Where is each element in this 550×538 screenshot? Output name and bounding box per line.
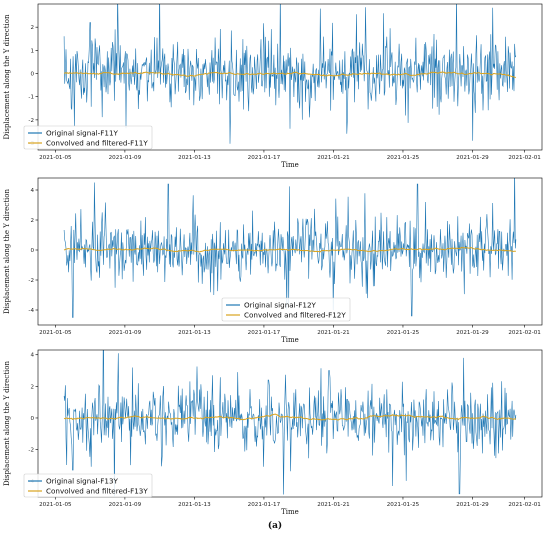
plot-frame <box>37 349 543 498</box>
y-tick-label: 2 <box>30 384 34 390</box>
x-tick-label: 2021-01-09 <box>109 155 142 161</box>
x-tick-label: 2021-01-13 <box>178 155 211 161</box>
x-tick-label: 2021-01-05 <box>39 330 72 336</box>
legend-entry: Convolved and filtered-F13Y <box>46 487 148 496</box>
series-line-1 <box>63 350 517 497</box>
legend-box <box>23 125 153 150</box>
x-tick-label: 2021-01-13 <box>178 330 211 336</box>
y-axis-label: Displacement along the Y direction <box>3 189 11 314</box>
x-tick-label: 2021-01-09 <box>109 330 142 336</box>
x-tick-label: 2021-01-29 <box>456 502 489 508</box>
x-tick-label: 2021-02-01 <box>508 330 541 336</box>
x-tick-label: 2021-01-13 <box>178 502 211 508</box>
x-tick-label: 2021-01-21 <box>317 330 350 336</box>
y-tick-label: 1 <box>30 48 34 54</box>
figure-caption: (a) <box>267 521 283 531</box>
series-line-2 <box>63 413 517 421</box>
legend-entry: Original signal-F13Y <box>46 477 119 486</box>
series-line-1 <box>63 4 517 144</box>
x-tick-label: 2021-01-05 <box>39 502 72 508</box>
x-tick-label: 2021-02-01 <box>508 502 541 508</box>
legend-entry: Original signal-F12Y <box>244 301 317 310</box>
x-tick-label: 2021-01-21 <box>317 502 350 508</box>
x-tick-label: 2021-01-29 <box>456 330 489 336</box>
x-tick-label: 2021-01-17 <box>248 155 281 161</box>
plot-frame <box>37 177 543 326</box>
y-tick-label: 4 <box>30 188 34 194</box>
x-tick-label: 2021-01-17 <box>248 330 281 336</box>
y-tick-label: 0 <box>30 248 34 254</box>
plot-frame <box>37 3 543 151</box>
y-tick-label: -2 <box>28 118 34 124</box>
series-line-2 <box>63 246 516 253</box>
y-axis-label: Displacement along the Y direction <box>3 361 11 486</box>
legend-box <box>221 297 351 322</box>
y-tick-label: -2 <box>28 278 34 284</box>
y-tick-label: -4 <box>28 308 34 314</box>
x-tick-label: 2021-01-17 <box>248 502 281 508</box>
y-tick-label: 4 <box>30 353 34 359</box>
chart-panel-2: -4 -2 0 2 4 2021-01-05 2021-01-09 2021-01-13 202… <box>3 177 543 344</box>
x-tick-label: 2021-01-05 <box>39 155 72 161</box>
legend-entry: Convolved and filtered-F11Y <box>46 139 148 148</box>
x-tick-label: 2021-01-25 <box>387 502 420 508</box>
y-tick-label: -2 <box>28 448 34 454</box>
x-axis-label: Time <box>281 161 299 169</box>
x-tick-label: 2021-01-25 <box>387 330 420 336</box>
x-axis-label: Time <box>281 336 299 344</box>
y-tick-label: 0 <box>30 72 34 78</box>
chart-panel-1: -3-2-10122021-01-052021-01-092021-01-132… <box>3 3 543 169</box>
x-tick-label: 2021-01-21 <box>317 155 350 161</box>
chart-panel-3: -4-20242021-01-052021-01-092021-01-13202… <box>3 349 543 516</box>
legend-entry: Original signal-F11Y <box>46 129 119 138</box>
y-axis-label: Displacement along the Y direction <box>3 14 11 139</box>
y-tick-label: 0 <box>30 416 34 422</box>
series-line-2 <box>64 71 516 78</box>
x-tick-label: 2021-01-25 <box>387 155 420 161</box>
legend-entry: Convolved and filtered-F12Y <box>244 311 346 320</box>
legend-box <box>23 473 153 498</box>
y-tick-label: 2 <box>30 218 34 224</box>
x-tick-label: 2021-01-09 <box>109 502 142 508</box>
x-axis-label: Time <box>281 508 299 516</box>
x-tick-label: 2021-01-29 <box>456 155 489 161</box>
y-tick-label: 2 <box>30 25 34 31</box>
series-line-1 <box>63 178 517 318</box>
x-tick-label: 2021-02-01 <box>508 155 541 161</box>
y-tick-label: -1 <box>28 95 34 101</box>
